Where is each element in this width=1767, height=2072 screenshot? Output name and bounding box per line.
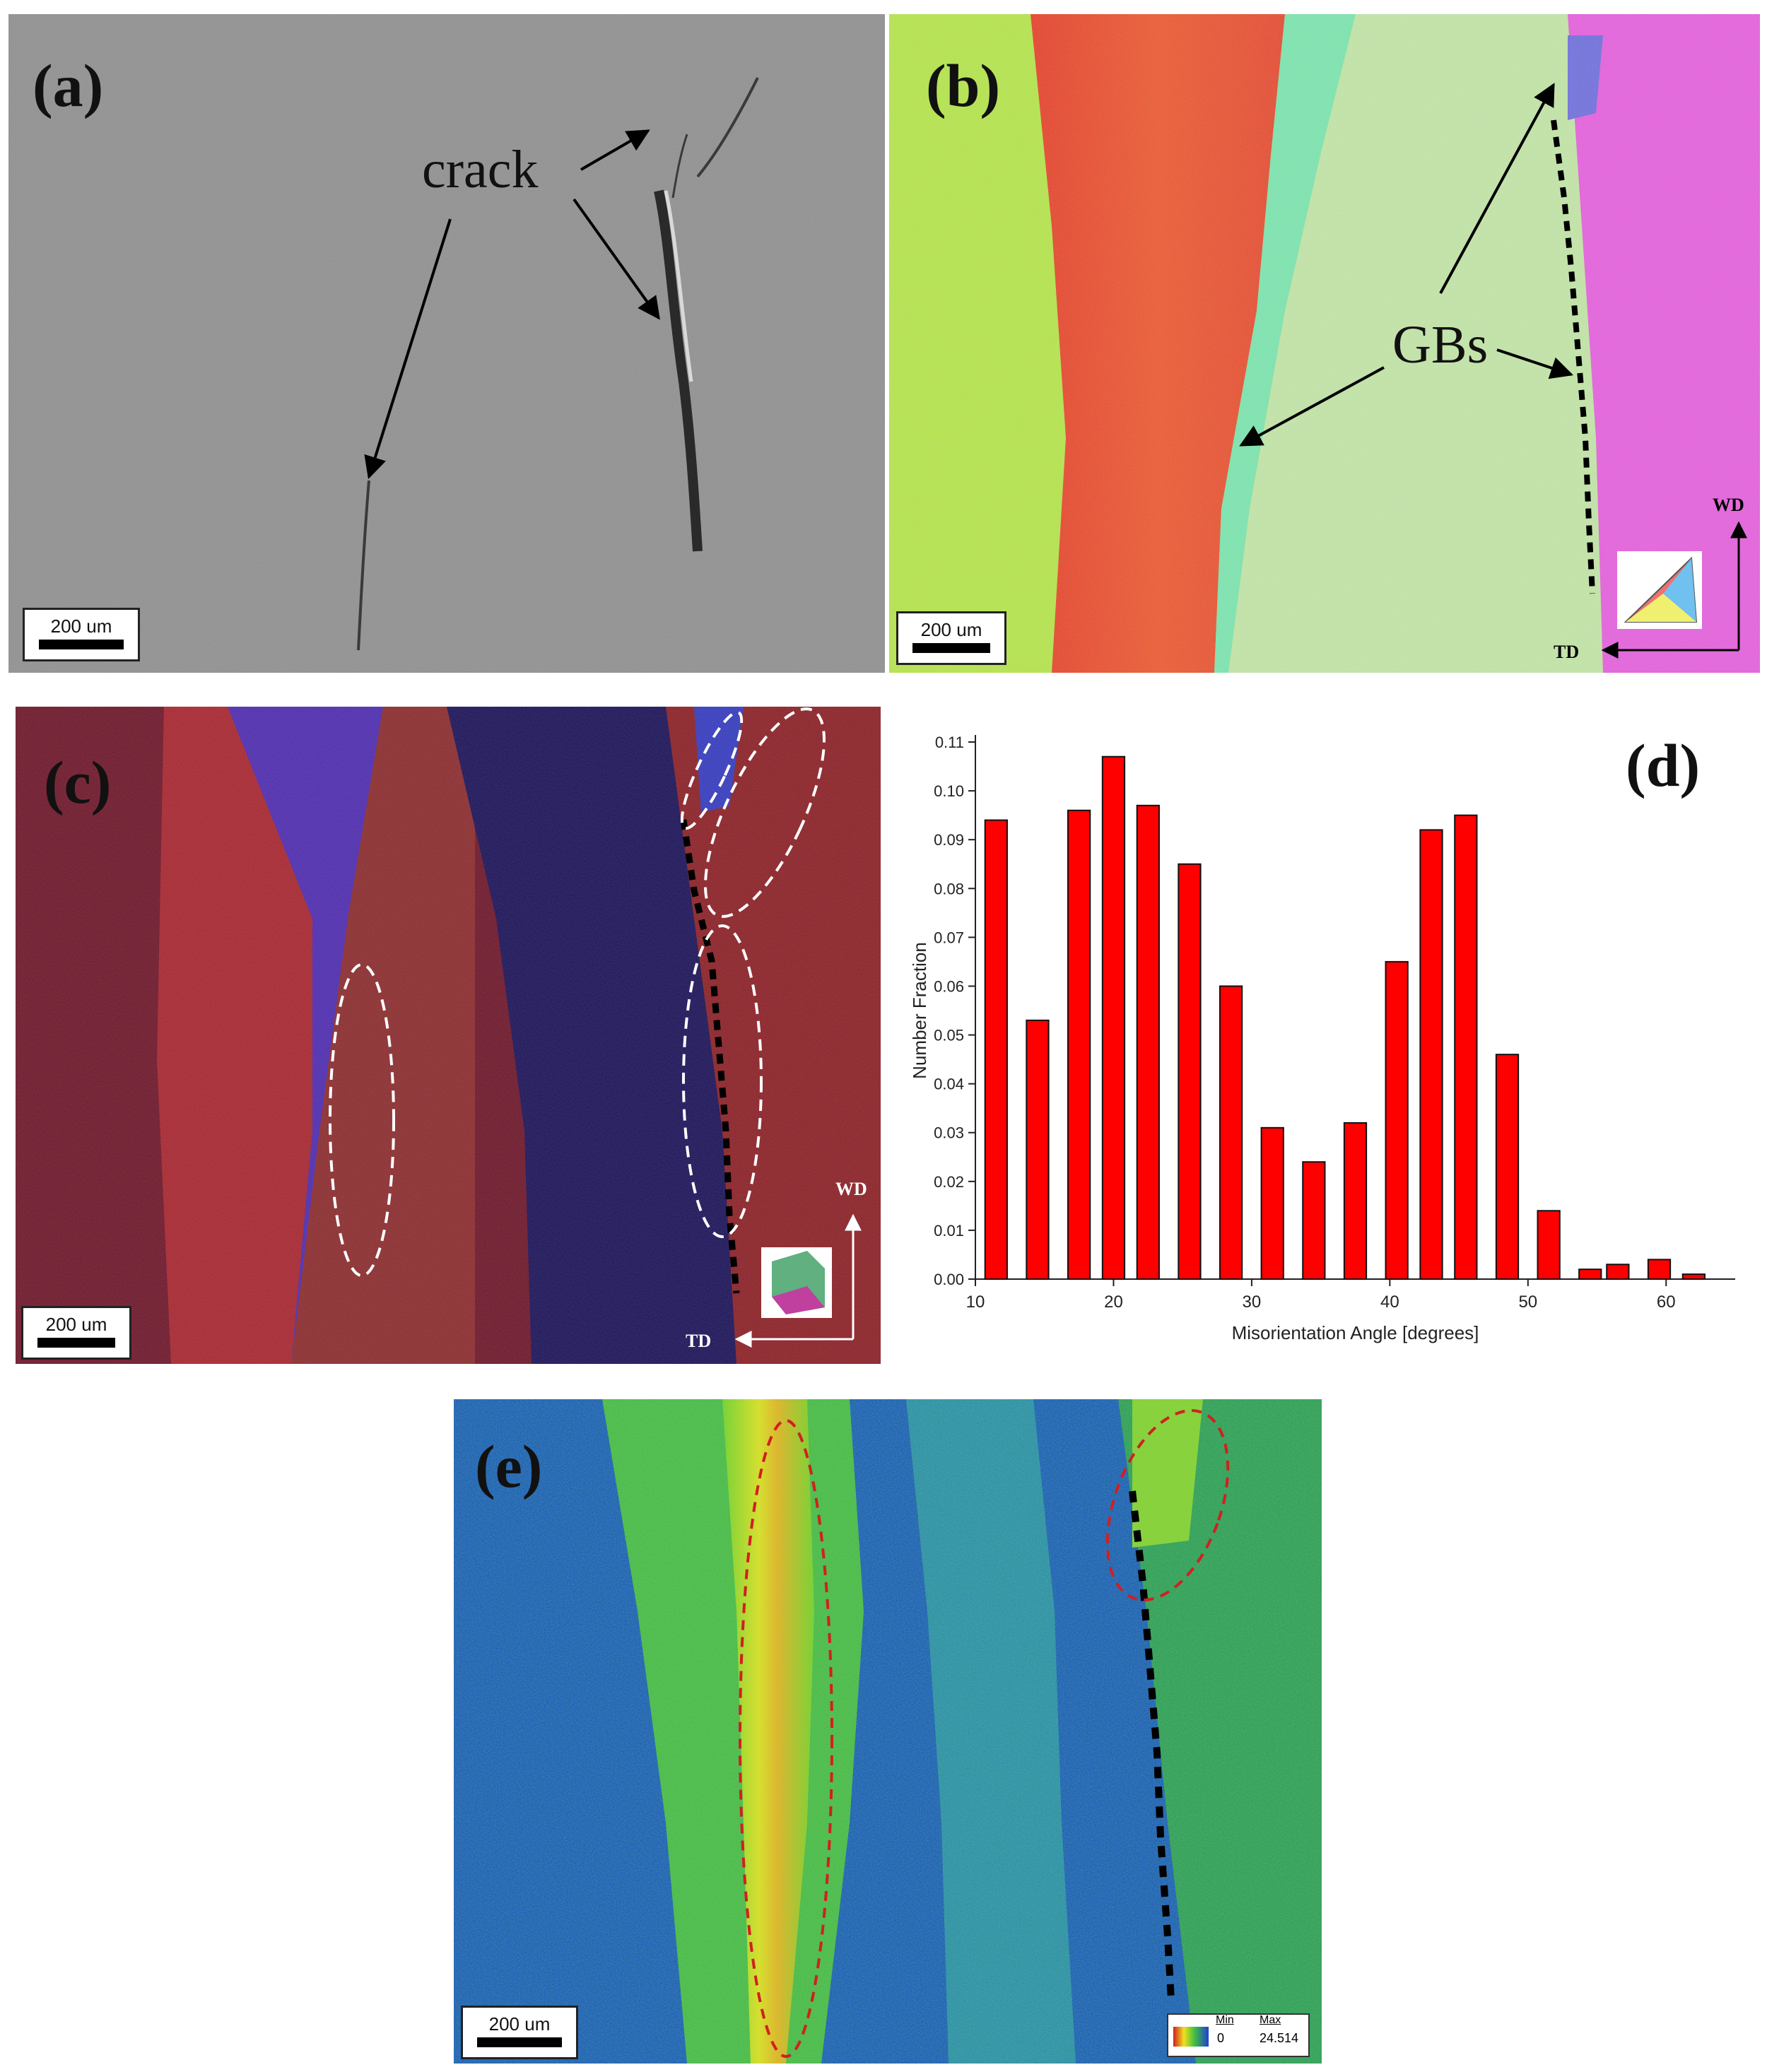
td-direction-label-c: TD — [686, 1331, 712, 1351]
histogram-bar — [1101, 755, 1126, 1280]
x-tick-label: 50 — [1518, 1293, 1537, 1312]
scale-bar-a-text: 200 um — [50, 616, 112, 637]
y-tick-label: 0.09 — [934, 831, 964, 849]
histogram-bar — [1067, 809, 1091, 1280]
scale-bar-b: 200 um — [896, 611, 1006, 665]
histogram-bar — [1178, 863, 1202, 1280]
x-tick-label: 40 — [1380, 1293, 1399, 1312]
histogram-bar — [1219, 985, 1243, 1280]
histogram-bar — [1026, 1019, 1050, 1280]
histogram-bar — [1647, 1259, 1672, 1281]
histogram-bar — [1578, 1268, 1602, 1281]
td-direction-label: TD — [1554, 642, 1580, 662]
scale-bar-a: 200 um — [23, 608, 140, 661]
histogram-bar — [1537, 1210, 1561, 1280]
histogram-bar — [1419, 829, 1443, 1280]
crack-main — [654, 189, 703, 552]
misorientation-chart: 0.00 0.01 0.02 0.03 0.04 0.05 0.06 0.07 0.08 0.09… — [909, 734, 1735, 1343]
histogram-bar — [1495, 1054, 1520, 1280]
y-tick-label: 0.04 — [934, 1076, 964, 1093]
wd-direction-label: WD — [1713, 495, 1744, 515]
histogram-bar — [1454, 814, 1478, 1281]
histogram-bar — [1606, 1264, 1630, 1280]
orientation-map-graphic — [16, 707, 881, 1364]
scale-bar-b-text: 200 um — [920, 619, 982, 640]
x-axis-label: Misorientation Angle [degrees] — [1232, 1322, 1479, 1343]
scale-bar-e-text: 200 um — [488, 2013, 551, 2035]
panel-d-label: (d) — [1626, 731, 1701, 799]
highlight-ellipses — [329, 707, 826, 1277]
y-tick-label: 0.05 — [934, 1027, 964, 1044]
panel-c-label: (c) — [44, 748, 112, 816]
color-cube-legend — [761, 1247, 832, 1318]
panel-b-ipf-map: (b) GBs WD TD 200 um — [889, 14, 1760, 673]
scale-bar-b-line — [912, 643, 990, 653]
y-tick-label: 0.02 — [934, 1173, 964, 1191]
histogram-bar — [1385, 960, 1409, 1280]
kam-map-graphic — [454, 1399, 1322, 2064]
gbs-annotation: GBs — [1392, 315, 1489, 375]
kam-legend-min-label: Min — [1216, 2014, 1234, 2026]
y-tick-label: 0.06 — [934, 977, 964, 995]
sem-image-graphic — [8, 14, 885, 673]
y-tick-label: 0.03 — [934, 1124, 964, 1142]
highlight-ellipses-e — [739, 1408, 1230, 2058]
x-tick-label: 20 — [1104, 1293, 1123, 1312]
panel-a-sem-image: (a) crack 200 um — [8, 14, 885, 673]
y-tick-label: 0.01 — [934, 1222, 964, 1240]
x-tick-label: 30 — [1243, 1293, 1262, 1312]
histogram-bar — [1136, 804, 1160, 1280]
scale-bar-a-line — [39, 640, 124, 649]
scale-bar-e-line — [477, 2037, 562, 2047]
panel-e-kam-map: (e) Min Max 0 24.514 200 um — [454, 1399, 1322, 2064]
y-axis-label: Number Fraction — [909, 942, 930, 1079]
kam-legend-max-label: Max — [1260, 2014, 1281, 2026]
histogram-bar — [1681, 1273, 1706, 1280]
y-tick-label: 0.00 — [934, 1271, 964, 1288]
panel-c-orientation-map: (c) WD TD 200 um — [16, 707, 881, 1364]
crack-left — [357, 480, 370, 651]
kam-legend-max-value: 24.514 — [1260, 2031, 1299, 2045]
histogram-bar — [984, 819, 1008, 1280]
crack-annotation: crack — [422, 140, 539, 199]
panel-d-histogram: 0.00 0.01 0.02 0.03 0.04 0.05 0.06 0.07 0.08 0.09… — [891, 707, 1761, 1364]
ipf-key-legend — [1617, 551, 1702, 629]
kam-color-legend — [1167, 2013, 1310, 2057]
scale-bar-c-text: 200 um — [45, 1314, 107, 1335]
ipf-map-graphic — [889, 14, 1760, 673]
histogram-bar — [1343, 1122, 1368, 1281]
panel-e-label: (e) — [475, 1432, 543, 1500]
y-tick-label: 0.08 — [934, 880, 964, 897]
x-tick-label: 60 — [1657, 1293, 1676, 1312]
kam-legend-min-value: 0 — [1217, 2031, 1225, 2045]
crack-upper — [696, 77, 759, 178]
wd-direction-label-c: WD — [835, 1179, 867, 1199]
x-tick-label: 10 — [966, 1293, 985, 1312]
panel-b-label: (b) — [926, 52, 1001, 119]
scale-bar-c-line — [37, 1338, 115, 1348]
histogram-bar — [1260, 1126, 1284, 1280]
y-tick-label: 0.07 — [934, 929, 964, 946]
y-tick-label: 0.10 — [934, 782, 964, 800]
y-tick-label: 0.11 — [935, 734, 964, 751]
scale-bar-e: 200 um — [461, 2006, 578, 2059]
scale-bar-c: 200 um — [21, 1306, 131, 1360]
histogram-bar — [1302, 1161, 1326, 1280]
panel-a-label: (a) — [33, 52, 104, 119]
